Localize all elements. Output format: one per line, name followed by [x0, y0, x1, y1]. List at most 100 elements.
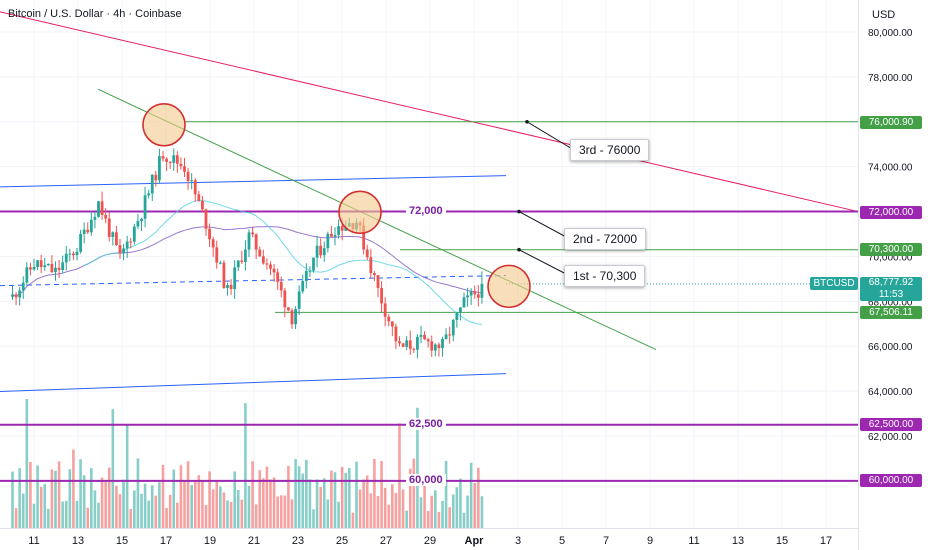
- candle-body: [107, 218, 111, 237]
- time-tick-label: 7: [603, 535, 609, 547]
- time-tick-label: 15: [776, 535, 788, 547]
- candle-body: [129, 241, 133, 243]
- candle-body: [79, 233, 82, 252]
- time-axis[interactable]: 11 13 15 17 19 21 23 25 27 29 Apr 3 5 7 9 11 13 15 17: [0, 528, 858, 548]
- candle-body: [89, 219, 93, 233]
- candle-body: [469, 291, 473, 296]
- volume-bar: [319, 486, 322, 528]
- last-price-value: 68,777.92: [868, 277, 914, 288]
- volume-bar: [294, 459, 297, 528]
- candlesticks: [11, 148, 484, 359]
- volume-bar: [416, 407, 419, 528]
- candle-body: [430, 341, 434, 351]
- volume-bar: [340, 466, 344, 528]
- volume-bar: [401, 489, 405, 528]
- volume-bar: [21, 493, 25, 528]
- volume-bar: [183, 480, 186, 528]
- candle-body: [147, 193, 151, 196]
- candle-body: [480, 283, 484, 298]
- candle-body: [272, 268, 276, 273]
- volume-bar: [150, 485, 154, 528]
- candle-body: [222, 262, 226, 288]
- callout-first-target: 1st - 70,300: [564, 265, 646, 287]
- candle-body: [433, 344, 437, 351]
- highlight-circles: [142, 102, 531, 309]
- volume-bar: [179, 465, 183, 528]
- price-tag-62500: 62,500.00: [860, 418, 922, 431]
- volume-bar: [426, 510, 430, 528]
- time-tick-label: 19: [204, 535, 216, 547]
- volume-bar: [115, 485, 118, 528]
- volume-bar: [365, 475, 369, 528]
- candle-body: [408, 340, 412, 349]
- volume-bar: [287, 465, 290, 528]
- candle-body: [437, 344, 441, 349]
- candle-body: [416, 336, 419, 350]
- volume-bar: [448, 507, 451, 528]
- candle-body: [330, 233, 333, 237]
- callout-second-connector-dot: [517, 209, 521, 214]
- volume-bar: [75, 500, 79, 528]
- volume-bar: [176, 502, 179, 528]
- volume-bar: [276, 496, 279, 528]
- candle-body: [319, 245, 323, 256]
- candle-body: [419, 334, 423, 337]
- volume-bar: [136, 458, 140, 528]
- level-label-60000: 60,000: [406, 474, 446, 486]
- candle-body: [193, 180, 197, 195]
- volume-bar: [165, 508, 168, 528]
- grid: [0, 0, 858, 528]
- candle-body: [387, 316, 391, 322]
- ma-slow-line: [12, 226, 482, 297]
- volume-bar: [97, 502, 100, 528]
- volume-bar: [477, 467, 480, 528]
- time-tick-label: 5: [559, 535, 565, 547]
- candle-body: [233, 267, 237, 289]
- candle-body: [287, 307, 290, 311]
- candle-body: [204, 209, 208, 229]
- level-label-72000: 72,000: [406, 205, 446, 217]
- price-tick-label: 62,000.00: [868, 432, 913, 443]
- candle-body: [29, 267, 32, 270]
- callout-first-connector: [518, 249, 569, 276]
- volume-bar: [369, 493, 373, 528]
- candle-body: [448, 334, 452, 336]
- highlight-circle-1: [142, 102, 186, 147]
- candle-body: [290, 310, 294, 325]
- volume-bar: [168, 494, 172, 528]
- candle-body: [373, 273, 376, 276]
- volume-bar: [358, 489, 362, 528]
- volume-bar: [93, 490, 97, 528]
- price-axis[interactable]: 80,000.0078,000.0076,000.0074,000.0072,0…: [858, 0, 913, 550]
- volume-bar: [441, 500, 444, 528]
- volume-bar: [133, 490, 136, 528]
- candle-body: [86, 229, 90, 233]
- candle-body: [211, 239, 215, 248]
- time-tick-label: 13: [72, 535, 84, 547]
- candle-body: [455, 312, 459, 320]
- volume-bar: [254, 504, 258, 528]
- channel-mid-line: [0, 275, 507, 287]
- candle-body: [247, 232, 251, 250]
- candle-body: [390, 321, 394, 327]
- volume-bar: [186, 461, 190, 528]
- volume-bar: [244, 403, 247, 528]
- candle-body: [190, 180, 194, 182]
- price-tick-label: 80,000.00: [868, 28, 913, 39]
- currency-label: USD: [872, 9, 896, 21]
- volume-bar: [423, 483, 426, 528]
- volume-bar: [251, 461, 254, 528]
- candle-body: [401, 343, 405, 347]
- candle-body: [308, 270, 312, 272]
- candle-body: [54, 267, 57, 273]
- candle-body: [426, 339, 430, 342]
- candle-body: [168, 161, 172, 163]
- volume-bar: [301, 473, 305, 528]
- time-tick-label: 17: [820, 535, 832, 547]
- candle-body: [132, 226, 136, 242]
- candle-body: [39, 260, 43, 268]
- candle-body: [476, 294, 480, 298]
- candle-body: [369, 257, 373, 274]
- candle-body: [333, 235, 337, 237]
